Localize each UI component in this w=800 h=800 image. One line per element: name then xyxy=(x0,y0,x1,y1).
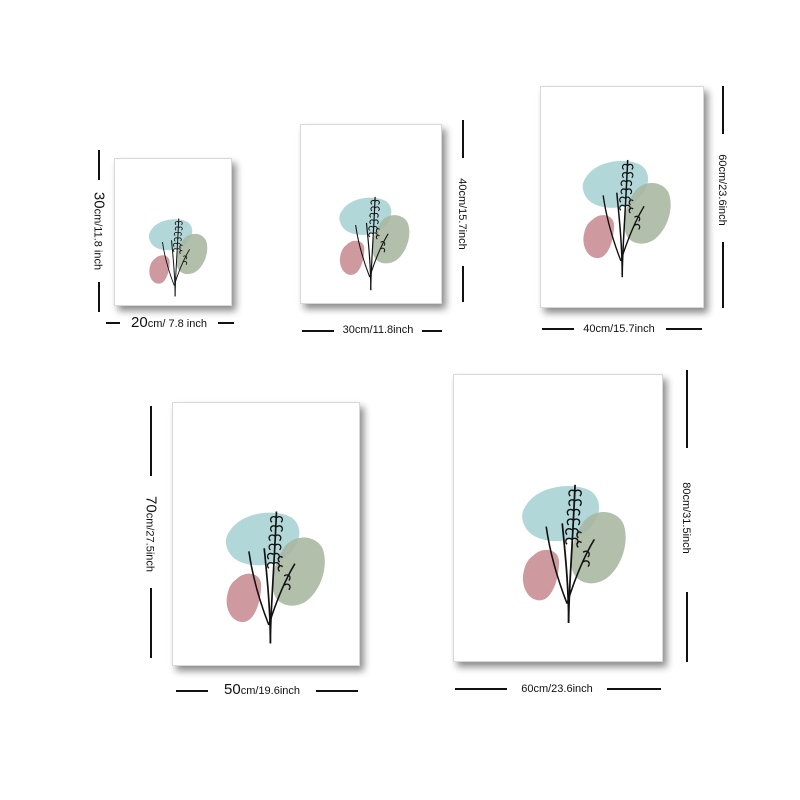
dimension-line-width-left xyxy=(542,328,574,330)
width-label-50x70: 50cm/19.6inch xyxy=(224,681,300,698)
poster-40x60 xyxy=(540,86,704,308)
botanical-artwork xyxy=(338,196,410,291)
dimension-line-height-bottom xyxy=(150,588,152,658)
dimension-line-height-bottom xyxy=(722,242,724,308)
width-label-60x80: 60cm/23.6inch xyxy=(521,683,593,695)
dimension-line-width-right xyxy=(316,690,358,692)
width-label-20x30: 20cm/ 7.8 inch xyxy=(131,314,207,331)
dimension-line-width-left xyxy=(302,330,334,332)
dimension-line-width-right xyxy=(607,688,661,690)
poster-50x70 xyxy=(172,402,360,666)
dimension-line-width-right xyxy=(666,328,702,330)
dimension-line-height-bottom xyxy=(98,282,100,312)
botanical-artwork xyxy=(225,510,326,645)
poster-20x30 xyxy=(114,158,232,306)
width-label-30x40: 30cm/11.8inch xyxy=(342,324,414,336)
poster-30x40 xyxy=(300,124,442,304)
dimension-line-height-top xyxy=(722,86,724,134)
dimension-line-height-top xyxy=(462,120,464,158)
dimension-line-width-right xyxy=(218,322,234,324)
height-label-40x60: 60cm/23.6inch xyxy=(716,154,728,226)
dimension-line-width-left xyxy=(455,688,507,690)
botanical-artwork xyxy=(581,159,672,278)
botanical-artwork xyxy=(521,483,627,624)
height-label-30x40: 40cm/15.7inch xyxy=(456,178,468,250)
height-label-60x80: 80cm/31.5inch xyxy=(680,482,692,554)
width-label-40x60: 40cm/15.7inch xyxy=(583,323,655,335)
dimension-line-width-right xyxy=(422,330,442,332)
height-label-50x70: 70cm/27.5inch xyxy=(142,496,160,572)
dimension-line-height-bottom xyxy=(686,592,688,662)
poster-60x80 xyxy=(453,374,663,662)
dimension-line-width-left xyxy=(176,690,208,692)
height-label-20x30: 30cm/11.8 inch xyxy=(90,191,108,271)
dimension-line-height-bottom xyxy=(462,266,464,302)
botanical-artwork xyxy=(148,218,208,297)
dimension-line-height-top xyxy=(686,370,688,448)
dimension-line-height-top xyxy=(98,150,100,180)
dimension-line-width-left xyxy=(106,322,120,324)
dimension-line-height-top xyxy=(150,406,152,476)
